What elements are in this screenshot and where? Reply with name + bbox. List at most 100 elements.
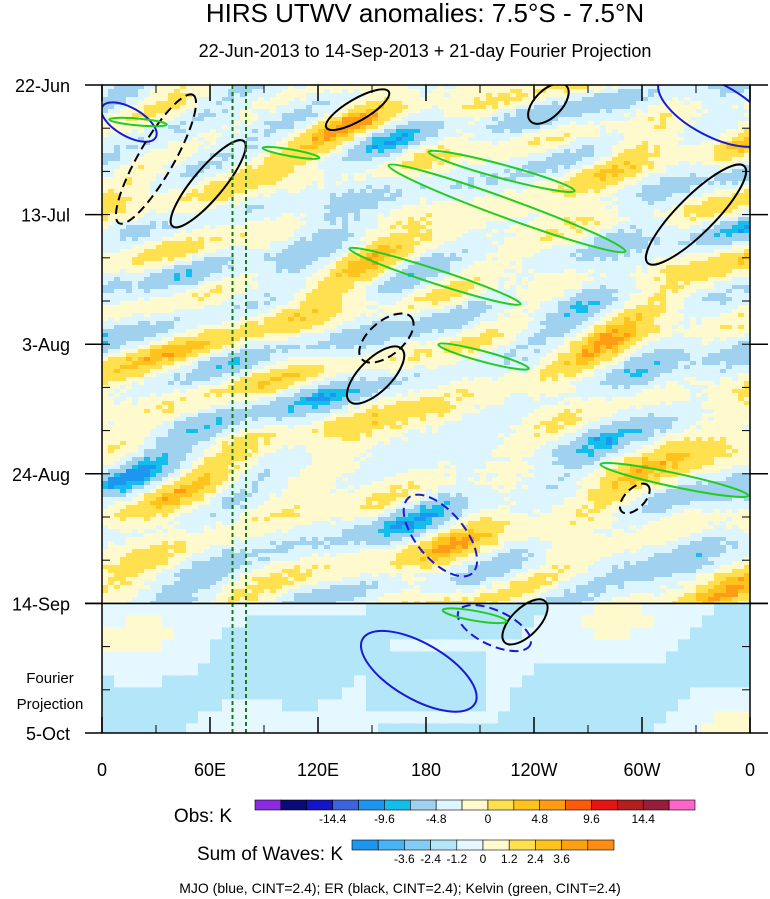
field-cell xyxy=(702,169,709,174)
field-cell xyxy=(738,97,745,102)
field-cell xyxy=(672,261,679,266)
field-cell xyxy=(480,165,487,170)
field-cell xyxy=(738,109,745,114)
field-cell xyxy=(330,213,337,218)
field-cell xyxy=(612,233,619,238)
field-cell xyxy=(312,145,319,150)
field-cell xyxy=(228,229,235,234)
field-cell xyxy=(582,177,589,182)
field-cell xyxy=(354,101,361,106)
field-cell xyxy=(570,209,577,214)
field-cell xyxy=(174,85,181,90)
field-cell xyxy=(510,237,517,242)
field-cell xyxy=(390,213,397,218)
field-cell xyxy=(300,137,307,142)
field-cell xyxy=(492,113,499,118)
field-cell xyxy=(582,249,589,254)
field-cell xyxy=(444,85,451,90)
field-cell xyxy=(726,253,733,258)
field-cell xyxy=(156,197,163,202)
field-cell xyxy=(558,85,565,90)
field-cell xyxy=(306,93,313,98)
field-cell xyxy=(180,85,187,90)
field-cell xyxy=(606,245,613,250)
field-cell xyxy=(198,229,205,234)
field-cell xyxy=(336,225,343,230)
field-cell xyxy=(192,237,199,242)
field-cell xyxy=(120,233,127,238)
field-cell xyxy=(258,105,265,110)
field-cell xyxy=(162,241,169,246)
field-cell xyxy=(702,257,709,262)
field-cell xyxy=(696,193,703,198)
field-cell xyxy=(378,133,385,138)
field-cell xyxy=(270,137,277,142)
field-cell xyxy=(672,193,679,198)
field-cell xyxy=(690,237,697,242)
field-cell xyxy=(342,105,349,110)
field-cell xyxy=(132,173,139,178)
field-cell xyxy=(564,213,571,218)
field-cell xyxy=(180,157,187,162)
field-cell xyxy=(294,245,301,250)
field-cell xyxy=(102,105,109,110)
field-cell xyxy=(720,113,727,118)
field-cell xyxy=(480,201,487,206)
field-cell xyxy=(444,213,451,218)
field-cell xyxy=(732,85,739,90)
field-cell xyxy=(702,213,709,218)
field-cell xyxy=(624,129,631,134)
field-cell xyxy=(132,169,139,174)
field-cell xyxy=(444,177,451,182)
field-cell xyxy=(648,161,655,166)
field-cell xyxy=(456,141,463,146)
field-cell xyxy=(588,241,595,246)
field-cell xyxy=(126,133,133,138)
field-cell xyxy=(408,101,415,106)
field-cell xyxy=(354,125,361,130)
field-cell xyxy=(216,161,223,166)
field-cell xyxy=(372,181,379,186)
field-cell xyxy=(726,145,733,150)
field-cell xyxy=(636,165,643,170)
field-cell xyxy=(294,205,301,210)
field-cell xyxy=(732,261,739,266)
field-cell xyxy=(102,245,109,250)
field-cell xyxy=(204,229,211,234)
field-cell xyxy=(180,205,187,210)
field-cell xyxy=(492,197,499,202)
field-cell xyxy=(324,153,331,158)
field-cell xyxy=(420,161,427,166)
field-cell xyxy=(318,181,325,186)
field-cell xyxy=(270,233,277,238)
field-cell xyxy=(378,201,385,206)
field-cell xyxy=(534,133,541,138)
field-cell xyxy=(228,109,235,114)
field-cell xyxy=(618,229,625,234)
field-cell xyxy=(228,201,235,206)
field-cell xyxy=(204,253,211,258)
field-cell xyxy=(180,105,187,110)
field-cell xyxy=(378,209,385,214)
field-cell xyxy=(456,149,463,154)
field-cell xyxy=(246,89,253,94)
field-cell xyxy=(648,125,655,130)
field-cell xyxy=(678,93,685,98)
field-cell xyxy=(606,173,613,178)
field-cell xyxy=(330,189,337,194)
field-cell xyxy=(138,233,145,238)
field-cell xyxy=(198,237,205,242)
field-cell xyxy=(720,153,727,158)
field-cell xyxy=(432,209,439,214)
field-cell xyxy=(648,169,655,174)
field-cell xyxy=(300,101,307,106)
field-cell xyxy=(324,105,331,110)
field-cell xyxy=(144,197,151,202)
field-cell xyxy=(402,105,409,110)
field-cell xyxy=(636,177,643,182)
field-cell xyxy=(234,249,241,254)
field-cell xyxy=(306,265,313,270)
field-cell xyxy=(600,209,607,214)
field-cell xyxy=(588,133,595,138)
field-cell xyxy=(708,145,715,150)
